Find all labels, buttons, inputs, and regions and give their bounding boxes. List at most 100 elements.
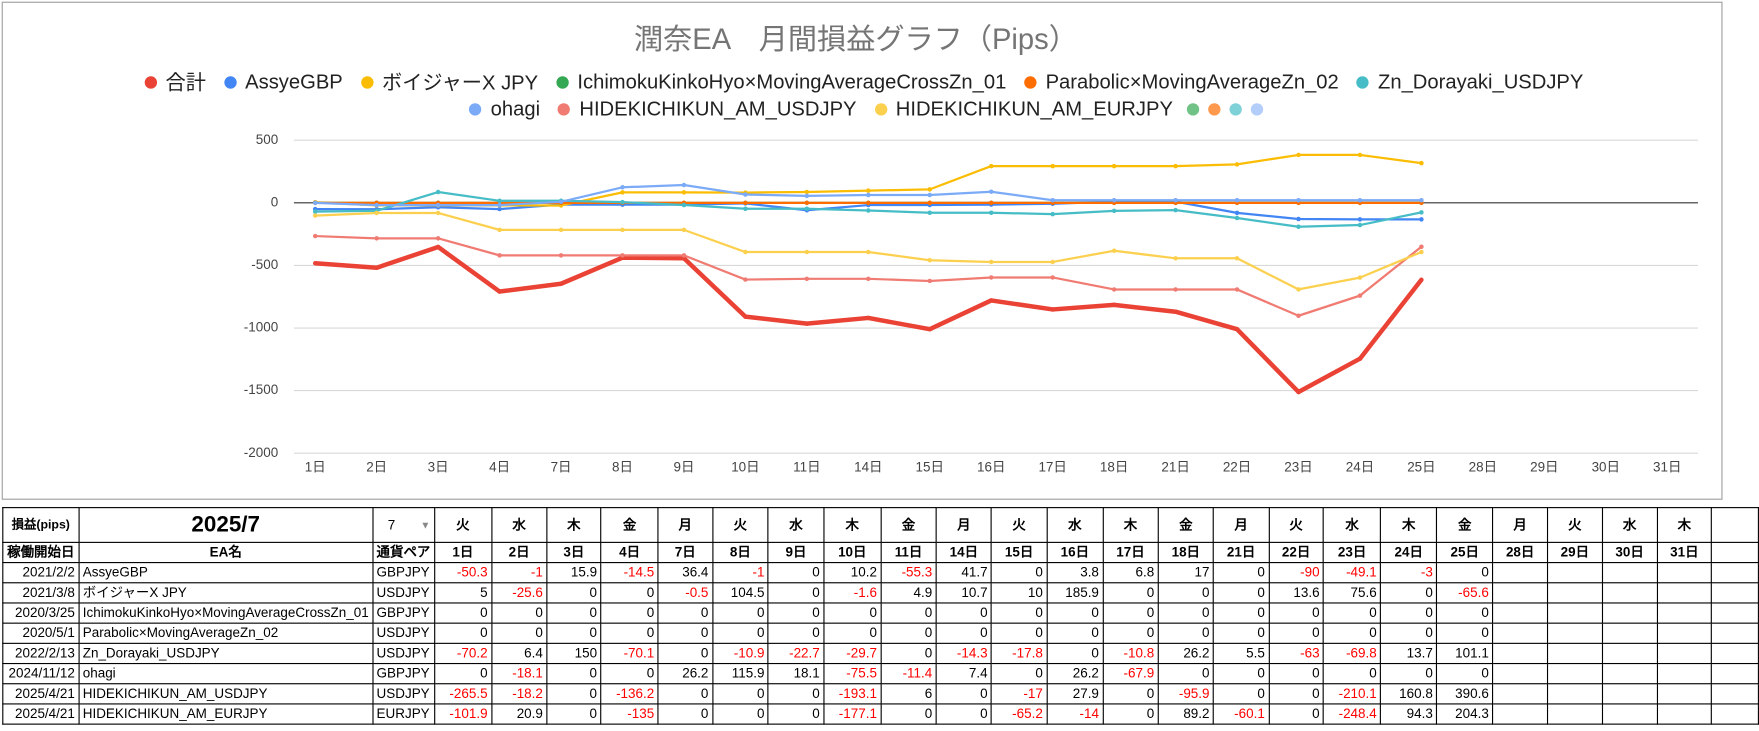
data-point <box>620 253 625 258</box>
value-cell: -10.9 <box>711 642 769 665</box>
data-point <box>1050 197 1055 203</box>
legend-label: HIDEKICHIKUN_AM_EURJPY <box>895 97 1173 120</box>
data-point <box>988 210 994 215</box>
data-point <box>620 227 625 233</box>
x-tick-label: 3日 <box>428 459 449 474</box>
data-point <box>1173 256 1178 261</box>
cell <box>1601 582 1658 604</box>
value-cell: 115.9 <box>711 662 769 685</box>
data-row: 2021/3/8 ボイジャーX JPY USDJPY 5 -25.6 0 0 -0.5 104.… <box>2 582 1759 604</box>
value-cell: 0 <box>546 683 602 705</box>
legend-swatch <box>1024 75 1037 89</box>
value-cell: 0 <box>1268 602 1325 624</box>
value-cell: 0 <box>1157 662 1215 685</box>
data-point <box>743 206 748 211</box>
value-cell: 0 <box>1157 582 1215 604</box>
data-point <box>1234 256 1240 261</box>
data-point <box>1419 160 1424 166</box>
value-cell: 4.9 <box>880 582 937 604</box>
value-cell: 0 <box>433 622 493 644</box>
cell <box>1492 703 1549 725</box>
value-cell: 26.2 <box>657 662 713 685</box>
value-cell: 26.2 <box>1046 662 1104 685</box>
value-cell: -17.8 <box>990 642 1048 665</box>
cell <box>1656 582 1713 604</box>
value-cell: 0 <box>1046 602 1104 624</box>
value-cell: 0 <box>880 642 937 665</box>
data-point <box>1357 356 1363 361</box>
value-cell: 0 <box>1212 662 1270 685</box>
value-cell: 0 <box>1436 602 1494 624</box>
value-cell: 0 <box>711 683 769 705</box>
value-cell: 0 <box>1436 622 1494 644</box>
data-point <box>1296 197 1301 203</box>
value-cell: -22.7 <box>767 642 825 665</box>
x-tick-label: 18日 <box>1100 459 1128 474</box>
data-point <box>374 236 379 241</box>
cell <box>1546 602 1603 624</box>
selector-value: 7 <box>387 516 396 533</box>
data-point <box>1296 313 1301 319</box>
x-tick-label: 22日 <box>1223 459 1251 474</box>
value-cell: 160.8 <box>1380 683 1438 705</box>
legend-item: 合計 <box>144 70 206 94</box>
value-cell: -1.6 <box>823 582 882 604</box>
value-cell: -10.8 <box>1102 642 1159 665</box>
day-header: 16日 <box>1046 541 1104 564</box>
data-point <box>497 202 502 208</box>
day-header: 31日 <box>1656 541 1713 564</box>
legend-swatch <box>469 102 482 115</box>
value-cell: 0 <box>657 602 713 624</box>
value-cell: 0 <box>490 602 548 624</box>
value-cell: -3 <box>1380 562 1438 584</box>
value-cell: 0 <box>1102 602 1159 624</box>
data-point <box>1050 307 1055 312</box>
value-cell: 0 <box>767 602 825 624</box>
data-point <box>1111 197 1117 203</box>
data-point <box>558 253 564 258</box>
value-cell: 27.9 <box>1046 683 1104 705</box>
value-cell: 0 <box>990 622 1048 644</box>
data-point <box>743 314 748 319</box>
data-point <box>1419 217 1424 222</box>
currency-pair: USDJPY <box>372 582 435 604</box>
cell <box>1711 642 1759 665</box>
cell <box>1601 602 1658 624</box>
legend-label: Zn_Dorayaki_USDJPY <box>1378 70 1584 93</box>
legend-item <box>1229 96 1242 121</box>
legend-item: AssyeGBP <box>223 70 343 95</box>
value-cell: 0 <box>1322 602 1382 624</box>
value-cell: 10.7 <box>935 582 993 604</box>
value-cell: -248.4 <box>1322 703 1382 725</box>
data-point <box>312 209 318 214</box>
legend-swatch <box>558 102 571 115</box>
legend-item: Zn_Dorayaki_USDJPY <box>1356 70 1584 95</box>
start-date: 2021/2/2 <box>2 562 80 584</box>
data-row: 2024/11/12 ohagi GBPJPY 0 -18.1 0 0 26.2 115.9 18… <box>2 662 1759 685</box>
data-point <box>866 192 871 198</box>
cell <box>1492 662 1549 685</box>
data-point <box>681 253 687 258</box>
weekday: 火 <box>1268 507 1325 543</box>
data-point <box>681 227 687 233</box>
legend-item: HIDEKICHIKUN_AM_EURJPY <box>874 96 1173 121</box>
currency-pair: GBPJPY <box>372 562 435 584</box>
value-cell: -63 <box>1268 642 1325 665</box>
value-cell: 0 <box>433 602 493 624</box>
legend-swatch <box>144 75 157 89</box>
value-cell: 0 <box>1380 582 1438 604</box>
data-point <box>312 213 318 218</box>
value-cell: 104.5 <box>711 582 769 604</box>
data-point <box>312 233 318 239</box>
cell <box>1546 562 1603 584</box>
day-header: 8日 <box>711 541 769 564</box>
value-cell: 5.5 <box>1212 642 1270 665</box>
value-cell: 0 <box>1212 582 1270 604</box>
start-date: 2021/3/8 <box>2 582 80 604</box>
legend-swatch <box>556 75 569 89</box>
cell <box>1711 507 1759 543</box>
value-cell: 0 <box>1268 622 1325 644</box>
data-point <box>927 192 933 198</box>
weekday: 木 <box>546 507 602 543</box>
